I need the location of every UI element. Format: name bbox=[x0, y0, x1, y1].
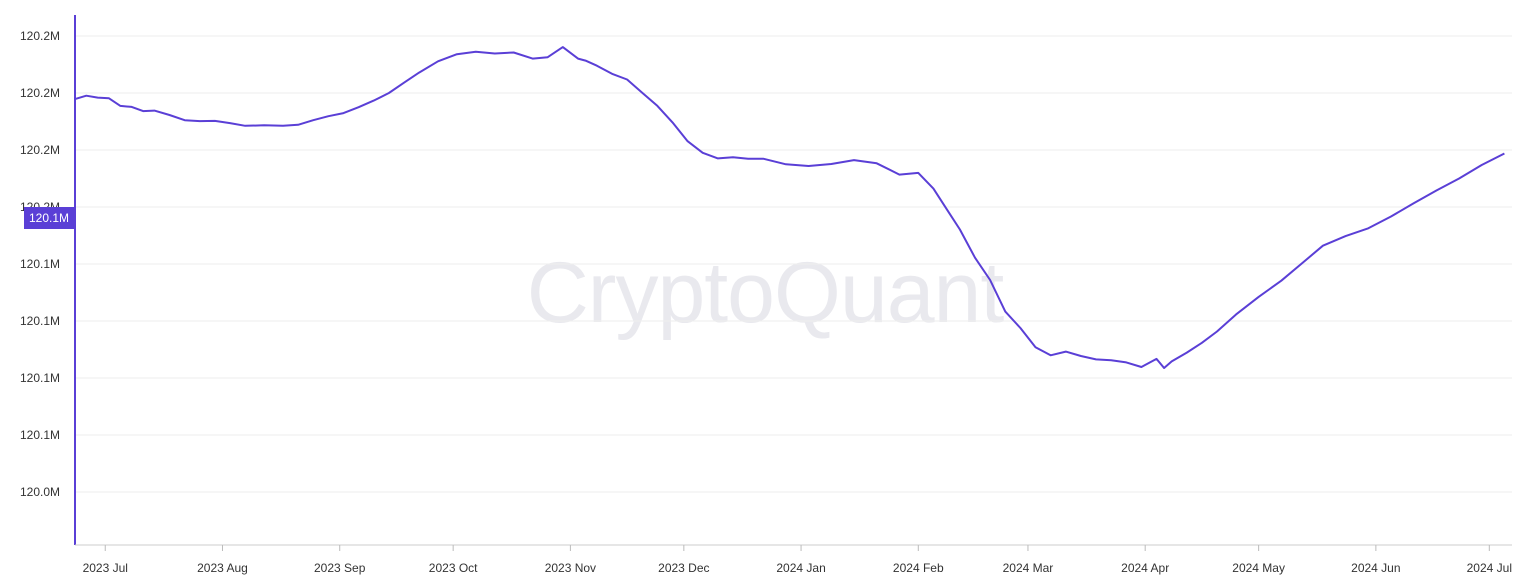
y-tick-label: 120.1M bbox=[20, 428, 60, 442]
x-axis-ticks: 2023 Jul 2023 Aug 2023 Sep 2023 Oct 2023 Nov… bbox=[83, 545, 1512, 575]
x-tick-label: 2024 Apr bbox=[1121, 561, 1169, 575]
y-tick-label: 120.1M bbox=[20, 257, 60, 271]
y-tick-label: 120.2M bbox=[20, 143, 60, 157]
x-tick-label: 2023 Sep bbox=[314, 561, 366, 575]
x-tick-label: 2023 Dec bbox=[658, 561, 709, 575]
y-tick-label: 120.2M bbox=[20, 86, 60, 100]
x-tick-label: 2024 Jun bbox=[1351, 561, 1400, 575]
last-value-badge-box bbox=[24, 207, 74, 229]
y-tick-label: 120.0M bbox=[20, 485, 60, 499]
last-value-badge: 120.1M bbox=[24, 207, 74, 229]
y-tick-label: 120.1M bbox=[20, 314, 60, 328]
x-tick-label: 2024 Jul bbox=[1467, 561, 1512, 575]
gridlines bbox=[75, 35, 1512, 493]
watermark: CryptoQuant bbox=[527, 245, 1005, 341]
x-tick-label: 2024 Jan bbox=[776, 561, 825, 575]
series-line[interactable] bbox=[74, 46, 1505, 369]
last-value-label: 120.1M bbox=[29, 211, 69, 225]
x-tick-label: 2024 May bbox=[1232, 561, 1285, 575]
x-tick-label: 2024 Mar bbox=[1003, 561, 1054, 575]
x-tick-label: 2023 Aug bbox=[197, 561, 248, 575]
x-tick-label: 2023 Jul bbox=[83, 561, 128, 575]
x-tick-label: 2024 Feb bbox=[893, 561, 944, 575]
x-tick-label: 2023 Nov bbox=[545, 561, 596, 575]
y-tick-label: 120.2M bbox=[20, 29, 60, 43]
y-axis-ticks: 120.2M120.2M120.2M120.2M120.1M120.1M120.… bbox=[20, 29, 60, 499]
y-tick-label: 120.1M bbox=[20, 371, 60, 385]
x-tick-label: 2023 Oct bbox=[429, 561, 478, 575]
